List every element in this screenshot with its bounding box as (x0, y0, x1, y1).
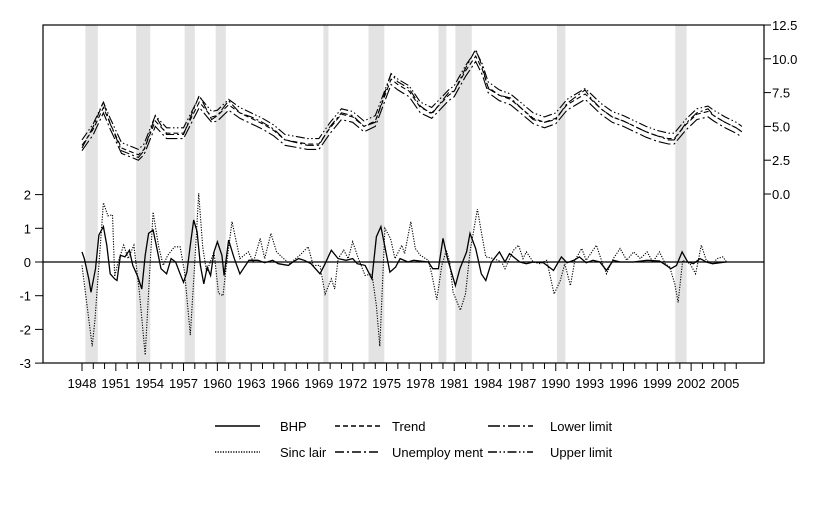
recession-shading (85, 25, 687, 363)
axes: 2 1 0 -1 -2 -3 12.5 10.0 7.5 5.0 2.5 0.0 1948 1951 195… (19, 18, 797, 391)
right-axis-tick-label: 5.0 (772, 119, 790, 134)
series-sinclair (81, 193, 728, 356)
legend-label: BHP (280, 419, 307, 434)
recession-band (85, 25, 98, 363)
left-axis-tick-label: -3 (19, 356, 31, 371)
plot-frame (42, 24, 765, 364)
x-axis-tick-label: 2005 (710, 376, 739, 391)
legend-label: Sinc lair (280, 445, 327, 460)
x-axis-tick-label: 1951 (101, 376, 130, 391)
x-axis-tick-label: 1996 (609, 376, 638, 391)
x-axis-tick-label: 1999 (643, 376, 672, 391)
series-lines (81, 47, 743, 356)
legend-label: Trend (392, 419, 425, 434)
x-axis-tick-label: 1966 (271, 376, 300, 391)
legend-label: Upper limit (550, 445, 613, 460)
x-axis-tick-label: 1954 (135, 376, 164, 391)
x-axis-tick-label: 1990 (541, 376, 570, 391)
x-axis-tick-label: 1984 (474, 376, 503, 391)
series-bhp (81, 219, 727, 293)
plot-border (42, 24, 765, 364)
series-lower-limit (81, 60, 743, 161)
legend-label: Lower limit (550, 419, 613, 434)
recession-band (184, 25, 195, 363)
x-axis-tick-label: 2002 (677, 376, 706, 391)
recession-band (136, 25, 151, 363)
right-axis-tick-label: 7.5 (772, 86, 790, 101)
x-axis-tick-label: 1972 (338, 376, 367, 391)
left-axis-tick-label: -1 (19, 289, 31, 304)
recession-band (556, 25, 566, 363)
left-axis-tick-label: 0 (24, 255, 31, 270)
recession-band (215, 25, 226, 363)
x-axis-tick-label: 1960 (203, 376, 232, 391)
right-axis-tick-label: 12.5 (772, 18, 797, 33)
right-axis-tick-label: 10.0 (772, 52, 797, 67)
recession-band (455, 25, 472, 363)
series-unemployment (81, 47, 743, 159)
legend-label: Unemploy ment (392, 445, 483, 460)
left-axis-tick-label: 2 (24, 188, 31, 203)
left-axis-tick-label: -2 (19, 322, 31, 337)
x-axis-tick-label: 1978 (406, 376, 435, 391)
recession-band (438, 25, 447, 363)
x-axis-tick-label: 1969 (304, 376, 333, 391)
right-axis-tick-label: 0.0 (772, 187, 790, 202)
x-axis-tick-label: 1987 (507, 376, 536, 391)
x-axis-tick-label: 1975 (372, 376, 401, 391)
x-axis-tick-label: 1993 (575, 376, 604, 391)
x-axis-tick-label: 1963 (237, 376, 266, 391)
right-axis-tick-label: 2.5 (772, 153, 790, 168)
x-axis-tick-label: 1981 (440, 376, 469, 391)
recession-band (323, 25, 329, 363)
recession-band (368, 25, 385, 363)
series-upper-limit (81, 49, 743, 151)
series-trend (81, 55, 743, 156)
left-axis-tick-label: 1 (24, 221, 31, 236)
legend: BHP Trend Lower limit Sinc lair Unemploy men… (215, 419, 613, 460)
x-axis-tick-label: 1948 (68, 376, 97, 391)
recession-band (675, 25, 687, 363)
x-axis-tick-label: 1957 (169, 376, 198, 391)
